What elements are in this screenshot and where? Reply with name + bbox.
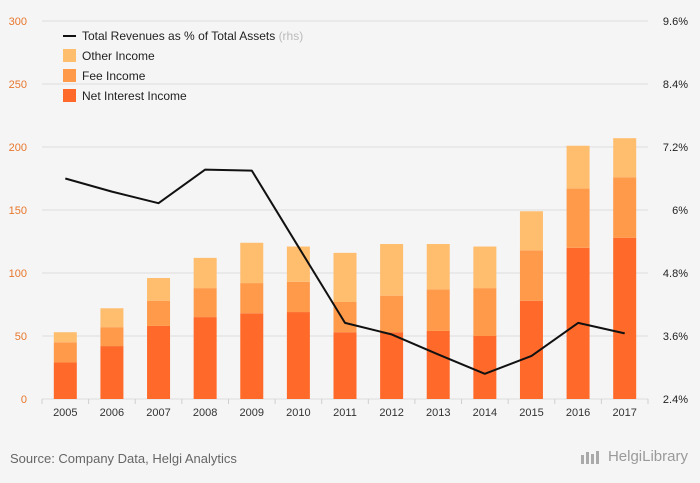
bar-segment	[380, 244, 404, 296]
bar-segment	[333, 301, 357, 333]
y-right-tick-label: 7.2%	[663, 142, 688, 154]
legend: Total Revenues as % of Total Assets (rhs…	[63, 29, 303, 103]
y-left-tick-label: 0	[21, 394, 27, 406]
bar-segment	[519, 250, 543, 301]
bar-segment	[53, 362, 77, 399]
line-series	[65, 168, 625, 375]
legend-swatch	[63, 49, 76, 62]
x-tick-label: 2017	[612, 407, 636, 419]
y-left-tick-label: 50	[15, 331, 27, 343]
y-right-tick-label: 2.4%	[663, 394, 688, 406]
bar-segment	[613, 237, 637, 399]
x-tick-label: 2006	[100, 407, 124, 419]
y-left-tick-label: 300	[9, 16, 27, 28]
bar-segment	[240, 283, 264, 314]
bar-segment	[426, 244, 450, 290]
x-tick-label: 2013	[426, 407, 450, 419]
bar-segment	[286, 281, 310, 313]
y-right-tick-label: 9.6%	[663, 16, 688, 28]
bar-segment	[147, 300, 171, 326]
legend-label: Fee Income	[82, 69, 146, 83]
y-left-tick-label: 250	[9, 79, 27, 91]
revenue-chart: 0 50 100 150 200 250 300 2.4% 3.6% 4.8% 6% 7.2% 8.4…	[9, 16, 689, 419]
bar-segment	[193, 257, 217, 289]
bar-segment	[240, 242, 264, 284]
bar-series	[53, 138, 637, 399]
bar-segment	[473, 246, 497, 289]
y-right-tick-label: 6%	[672, 205, 688, 217]
bar-segment	[286, 312, 310, 399]
legend-rhs-note: (rhs)	[279, 29, 304, 43]
x-axis: 2005 2006 2007 2008 2009 2010 2011 2012 2013 2014…	[41, 399, 649, 419]
brand-logo: HelgiLibrary	[580, 448, 688, 465]
y-left-tick-label: 150	[9, 205, 27, 217]
x-tick-label: 2016	[566, 407, 590, 419]
legend-swatch	[63, 89, 76, 102]
bar-segment	[193, 317, 217, 399]
bar-segment	[286, 246, 310, 282]
x-tick-label: 2007	[146, 407, 170, 419]
bar-segment	[333, 252, 357, 302]
brand-name: HelgiLibrary	[607, 448, 688, 465]
y-left-tick-label: 100	[9, 268, 27, 280]
source-note: Source: Company Data, Helgi Analytics	[10, 451, 237, 466]
x-tick-label: 2014	[473, 407, 497, 419]
library-icon	[580, 450, 599, 464]
y-axis-right: 2.4% 3.6% 4.8% 6% 7.2% 8.4% 9.6%	[663, 16, 688, 406]
line-path	[65, 168, 625, 375]
y-right-tick-label: 3.6%	[663, 331, 688, 343]
y-right-tick-label: 8.4%	[663, 79, 688, 91]
legend-label: Net Interest Income	[82, 89, 187, 103]
bar-segment	[53, 332, 77, 343]
bar-segment	[426, 289, 450, 331]
bar-segment	[100, 308, 124, 328]
y-axis-left: 0 50 100 150 200 250 300	[9, 16, 27, 406]
bar-segment	[147, 278, 171, 301]
bar-segment	[613, 177, 637, 238]
x-tick-label: 2010	[286, 407, 310, 419]
bar-segment	[473, 288, 497, 336]
bar-segment	[53, 342, 77, 363]
legend-label: Other Income	[82, 49, 155, 63]
x-tick-label: 2005	[53, 407, 77, 419]
legend-swatch	[63, 69, 76, 82]
x-tick-label: 2015	[519, 407, 543, 419]
x-tick-label: 2008	[193, 407, 217, 419]
bar-segment	[473, 336, 497, 399]
bar-segment	[147, 325, 171, 399]
bar-segment	[193, 288, 217, 318]
bar-segment	[613, 138, 637, 178]
bar-segment	[100, 327, 124, 347]
legend-label: Total Revenues as % of Total Assets (rhs…	[82, 29, 303, 43]
y-left-tick-label: 200	[9, 142, 27, 154]
bar-segment	[380, 332, 404, 399]
bar-segment	[100, 346, 124, 399]
bar-segment	[519, 211, 543, 251]
x-tick-label: 2009	[240, 407, 264, 419]
bar-segment	[519, 300, 543, 399]
x-tick-label: 2011	[333, 407, 357, 419]
x-tick-label: 2012	[379, 407, 403, 419]
bar-segment	[566, 145, 590, 189]
bar-segment	[426, 330, 450, 399]
bar-segment	[333, 332, 357, 399]
bar-segment	[240, 313, 264, 399]
bar-segment	[566, 188, 590, 248]
y-right-tick-label: 4.8%	[663, 268, 688, 280]
bar-segment	[380, 295, 404, 333]
